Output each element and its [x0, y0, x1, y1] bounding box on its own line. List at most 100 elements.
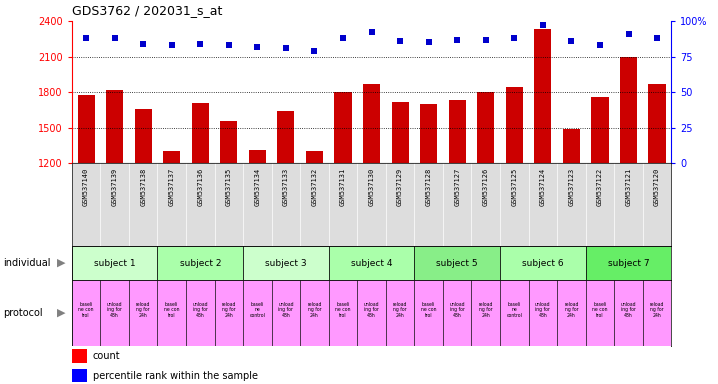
Bar — [472, 280, 500, 346]
Text: GSM537122: GSM537122 — [597, 167, 603, 205]
Text: unload
ing for
48h: unload ing for 48h — [107, 301, 122, 318]
Bar — [157, 280, 186, 346]
Bar — [500, 246, 586, 280]
Bar — [249, 150, 266, 163]
Text: reload
ng for
24h: reload ng for 24h — [136, 301, 150, 318]
Text: GSM537131: GSM537131 — [340, 167, 346, 205]
Point — [537, 22, 549, 28]
Bar — [620, 56, 637, 163]
Text: reload
ng for
24h: reload ng for 24h — [650, 301, 664, 318]
Point — [195, 41, 206, 47]
Text: unload
ing for
48h: unload ing for 48h — [449, 301, 465, 318]
Text: unload
ing for
48h: unload ing for 48h — [192, 301, 208, 318]
Text: baseli
ne con
trol: baseli ne con trol — [78, 301, 94, 318]
Point — [109, 35, 121, 41]
Point — [223, 42, 235, 48]
Bar — [363, 84, 380, 163]
Text: percentile rank within the sample: percentile rank within the sample — [93, 371, 258, 381]
Text: GSM537120: GSM537120 — [654, 167, 660, 205]
Text: reload
ng for
24h: reload ng for 24h — [564, 301, 579, 318]
Text: subject 1: subject 1 — [94, 258, 136, 268]
Text: unload
ing for
48h: unload ing for 48h — [364, 301, 379, 318]
Text: subject 2: subject 2 — [180, 258, 221, 268]
Text: reload
ng for
24h: reload ng for 24h — [393, 301, 407, 318]
Point — [309, 48, 320, 54]
Bar — [358, 280, 386, 346]
Text: count: count — [93, 351, 121, 361]
Bar — [449, 101, 466, 163]
Text: GSM537130: GSM537130 — [368, 167, 375, 205]
Bar — [271, 280, 300, 346]
Bar — [648, 84, 666, 163]
Text: ▶: ▶ — [57, 258, 65, 268]
Bar — [528, 280, 557, 346]
Bar — [329, 280, 358, 346]
Text: GSM537129: GSM537129 — [397, 167, 403, 205]
Text: reload
ng for
24h: reload ng for 24h — [307, 301, 322, 318]
Text: unload
ing for
48h: unload ing for 48h — [535, 301, 551, 318]
Bar — [106, 90, 123, 163]
Text: GSM537126: GSM537126 — [482, 167, 489, 205]
Bar — [420, 104, 437, 163]
Bar — [78, 95, 95, 163]
Bar — [215, 280, 243, 346]
Bar — [329, 246, 414, 280]
Point — [166, 42, 177, 48]
Bar — [586, 246, 671, 280]
Text: GSM537138: GSM537138 — [140, 167, 146, 205]
Text: unload
ing for
48h: unload ing for 48h — [278, 301, 294, 318]
Point — [452, 36, 463, 43]
Bar — [306, 151, 323, 163]
Text: reload
ng for
24h: reload ng for 24h — [222, 301, 236, 318]
Point — [366, 30, 378, 36]
Bar — [192, 103, 209, 163]
Bar — [477, 92, 494, 163]
Point — [337, 35, 349, 41]
Text: GSM537125: GSM537125 — [511, 167, 517, 205]
Point — [508, 35, 520, 41]
Point — [137, 41, 149, 47]
Point — [651, 35, 663, 41]
Text: subject 7: subject 7 — [607, 258, 649, 268]
Bar — [157, 246, 243, 280]
Bar — [243, 246, 329, 280]
Text: GDS3762 / 202031_s_at: GDS3762 / 202031_s_at — [72, 4, 222, 17]
Point — [595, 42, 606, 48]
Bar — [277, 111, 294, 163]
Point — [394, 38, 406, 44]
Text: baseli
ne con
trol: baseli ne con trol — [421, 301, 437, 318]
Bar — [163, 151, 180, 163]
Bar — [72, 280, 101, 346]
Text: GSM537137: GSM537137 — [169, 167, 174, 205]
Text: unload
ing for
48h: unload ing for 48h — [621, 301, 636, 318]
Point — [80, 35, 92, 41]
Bar — [614, 280, 643, 346]
Bar — [586, 280, 614, 346]
Bar — [186, 280, 215, 346]
Point — [623, 31, 634, 37]
Text: subject 4: subject 4 — [351, 258, 392, 268]
Text: GSM537123: GSM537123 — [569, 167, 574, 205]
Text: GSM537136: GSM537136 — [197, 167, 203, 205]
Bar — [386, 280, 414, 346]
Bar — [534, 30, 551, 163]
Text: GSM537139: GSM537139 — [111, 167, 118, 205]
Text: baseli
ne
control: baseli ne control — [506, 301, 522, 318]
Bar — [72, 369, 87, 382]
Text: subject 3: subject 3 — [265, 258, 307, 268]
Bar — [391, 102, 409, 163]
Text: GSM537128: GSM537128 — [426, 167, 432, 205]
Bar — [72, 349, 87, 363]
Bar — [134, 109, 151, 163]
Bar — [220, 121, 238, 163]
Bar — [243, 280, 271, 346]
Bar — [500, 280, 528, 346]
Text: baseli
ne con
trol: baseli ne con trol — [335, 301, 351, 318]
Text: baseli
ne con
trol: baseli ne con trol — [164, 301, 180, 318]
Point — [566, 38, 577, 44]
Bar — [72, 246, 157, 280]
Bar — [505, 88, 523, 163]
Text: GSM537133: GSM537133 — [283, 167, 289, 205]
Text: GSM537134: GSM537134 — [254, 167, 261, 205]
Text: subject 6: subject 6 — [522, 258, 564, 268]
